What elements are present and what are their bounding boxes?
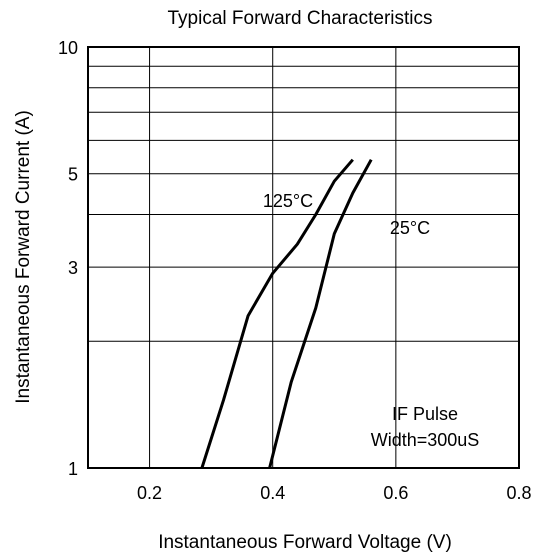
tick-labels: 0.2 0.4 0.6 0.8 1 3 5 10: [58, 38, 532, 503]
x-tick-label: 0.8: [506, 483, 531, 503]
y-tick-label: 5: [68, 165, 78, 185]
annotation-if-pulse: IF Pulse: [392, 404, 458, 424]
chart-title: Typical Forward Characteristics: [167, 8, 432, 29]
series-label-25c: 25°C: [390, 218, 430, 238]
x-tick-label: 0.4: [260, 483, 285, 503]
x-axis-label: Instantaneous Forward Voltage (V): [158, 532, 452, 553]
y-tick-label: 10: [58, 38, 78, 58]
plot-frame: [87, 46, 520, 469]
series-line-25c: [268, 158, 373, 469]
x-tick-label: 0.2: [137, 483, 162, 503]
y-tick-label: 3: [68, 258, 78, 278]
y-tick-label: 1: [68, 459, 78, 479]
y-axis-label: Instantaneous Forward Current (A): [13, 110, 34, 404]
series-label-125c: 125°C: [263, 191, 313, 211]
series-line-125c: [200, 158, 354, 469]
series-group: [200, 158, 373, 469]
annotation-pulse-width: Width=300uS: [371, 430, 480, 450]
x-tick-label: 0.6: [383, 483, 408, 503]
